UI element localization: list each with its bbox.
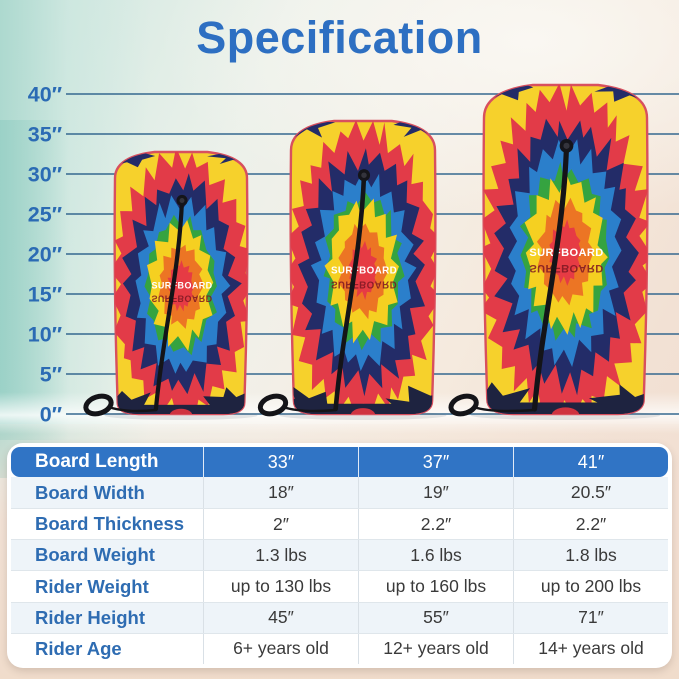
- spec-row-board-thickness: Board Thickness 2″ 2.2″ 2.2″: [11, 508, 668, 540]
- spec-row-label: Rider Height: [35, 606, 145, 628]
- spec-row-label: Rider Weight: [35, 575, 149, 597]
- spec-row-value: up to 160 lbs: [358, 571, 513, 602]
- spec-row-value: 12+ years old: [358, 633, 513, 664]
- bodyboard-33in: SURFBOARD SURFBOARD: [83, 150, 258, 420]
- spec-row-board-width: Board Width 18″ 19″ 20.5″: [11, 477, 668, 509]
- board-logo-mirror-text: SURFBOARD: [331, 278, 397, 289]
- ruler-label: 30″: [28, 163, 62, 187]
- tail-corner-right: [385, 385, 436, 414]
- spec-row-board-weight: Board Weight 1.3 lbs 1.6 lbs 1.8 lbs: [11, 539, 668, 571]
- spec-row-rider-age: Rider Age 6+ years old 12+ years old 14+ ye…: [11, 632, 668, 664]
- spec-row-label: Rider Age: [35, 637, 122, 659]
- tail-notch: [551, 407, 580, 414]
- spec-row-value: 14+ years old: [513, 633, 668, 664]
- wrist-loop: [257, 393, 289, 417]
- spec-header-value: 33″: [203, 447, 358, 477]
- spec-row-value: 20.5″: [513, 477, 668, 509]
- spec-table-header-row: Board Length 33″ 37″ 41″: [11, 447, 668, 477]
- leash-plug-center: [563, 142, 570, 149]
- spec-row-label: Board Thickness: [35, 513, 185, 535]
- wrist-loop: [83, 393, 114, 417]
- leash-cord: [531, 143, 570, 412]
- spec-header-label: Board Length: [35, 451, 159, 472]
- ruler-label: 10″: [28, 323, 62, 347]
- spec-header-value: 41″: [513, 447, 668, 477]
- spec-row-value: 71″: [513, 602, 668, 633]
- ruler-label: 40″: [28, 83, 62, 107]
- spec-row-rider-height: Rider Height 45″ 55″ 71″: [11, 601, 668, 633]
- size-comparison-chart: 40″35″30″25″20″15″10″5″0″SURFBOARDSURFBO…: [28, 83, 679, 427]
- spec-row-label: Board Weight: [35, 544, 155, 566]
- wrist-loop: [448, 393, 479, 417]
- spec-table: Board Length 33″ 37″ 41″ Board Width 18″ 19″ 20…: [7, 443, 672, 668]
- tail-corner-right: [588, 384, 648, 414]
- spec-row-value: 19″: [358, 477, 513, 509]
- tail-notch: [350, 408, 376, 414]
- ruler-label: 15″: [28, 283, 62, 307]
- spec-header-value: 37″: [358, 447, 513, 477]
- spec-row-value: 2.2″: [358, 509, 513, 540]
- board-logo-mirror-text: SURFBOARD: [529, 262, 603, 274]
- spec-row-value: 2.2″: [513, 509, 668, 540]
- spec-row-value: 1.3 lbs: [203, 540, 358, 571]
- spec-row-value: 1.6 lbs: [358, 540, 513, 571]
- board-logo-text: SURFBOARD: [529, 247, 603, 259]
- spec-row-label: Board Width: [35, 481, 145, 503]
- leash-cord: [153, 198, 185, 412]
- board-logo-text: SURFBOARD: [331, 265, 397, 276]
- spec-row-value: up to 200 lbs: [513, 571, 668, 602]
- ruler-label: 0″: [40, 403, 62, 427]
- spec-row-value: 1.8 lbs: [513, 540, 668, 571]
- ruler-label: 5″: [40, 363, 62, 387]
- spec-row-value: 55″: [358, 602, 513, 633]
- bodyboard-37in: SURFBOARD SURFBOARD: [257, 119, 447, 420]
- spec-row-value: up to 130 lbs: [203, 571, 358, 602]
- tail-corner-right: [203, 387, 248, 414]
- ruler-label: 25″: [28, 203, 62, 227]
- spec-row-value: 45″: [203, 602, 358, 633]
- spec-row-value: 18″: [203, 477, 358, 509]
- tie-dye-pattern: [483, 85, 648, 414]
- ruler-label: 35″: [28, 123, 62, 147]
- page-title: Specification: [196, 12, 483, 63]
- leash-plug-center: [361, 172, 367, 178]
- tail-corner-left: [290, 384, 342, 414]
- tie-dye-pattern: [114, 152, 248, 414]
- tail-corner-left: [483, 382, 540, 414]
- leash-plug-center: [179, 197, 185, 203]
- spec-row-value: 6+ years old: [203, 633, 358, 664]
- bodyboard-41in: SURFBOARD SURFBOARD: [448, 83, 661, 420]
- leash-cord: [333, 172, 367, 412]
- spec-row-value: 2″: [203, 509, 358, 540]
- spec-row-rider-weight: Rider Weight up to 130 lbs up to 160 lbs up…: [11, 570, 668, 602]
- ruler-label: 20″: [28, 243, 62, 267]
- board-logo-text: SURFBOARD: [152, 280, 213, 290]
- board-logo-mirror-text: SURFBOARD: [152, 294, 213, 304]
- tail-notch: [169, 408, 193, 414]
- tie-dye-pattern: [290, 121, 436, 414]
- ocean-water-streak: [0, 120, 70, 440]
